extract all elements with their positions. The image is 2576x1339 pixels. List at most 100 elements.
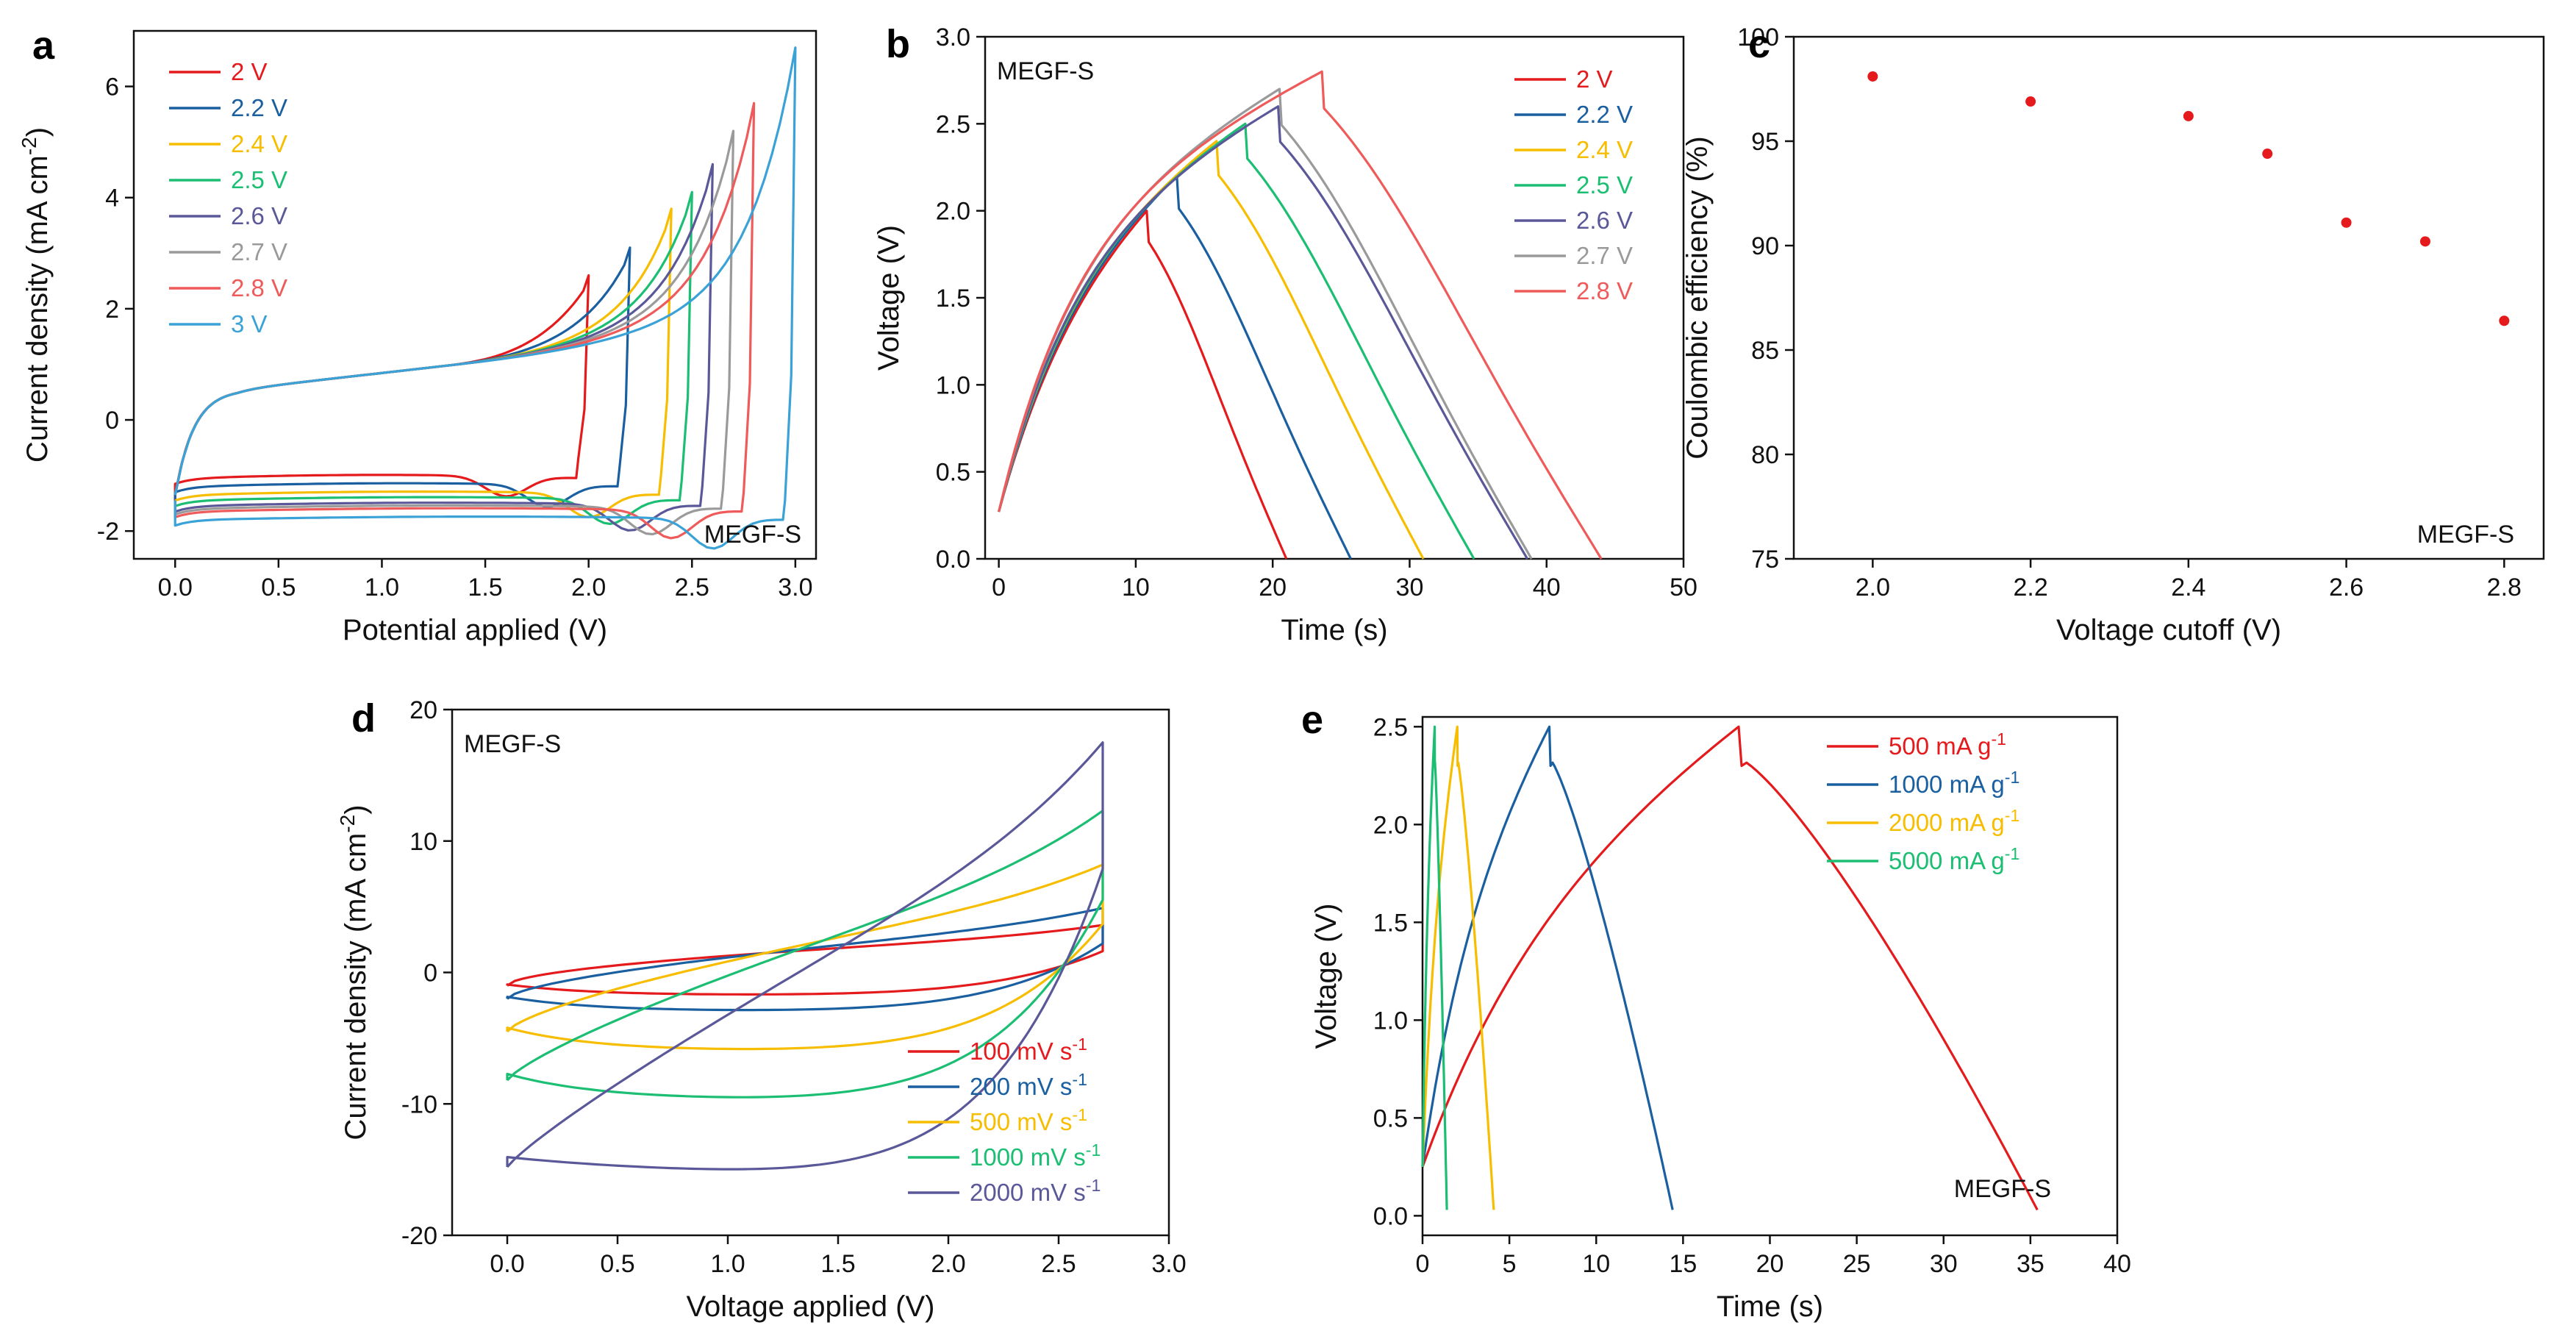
x-tick-label: 40 [1533, 574, 1561, 601]
y-axis-title: Current density (mA cm-2) [336, 804, 373, 1140]
x-axis-title: Potential applied (V) [343, 614, 607, 646]
legend-entry: 2 V [1576, 65, 1613, 93]
legend-entry: 2.2 V [231, 94, 287, 121]
y-tick-label: 2.5 [1373, 713, 1408, 741]
gcd-curve [998, 210, 1288, 560]
panel-d: 0.0 0.5 1.0 1.5 2.0 2.5 3.0 -20 -10 0 10 20 Voltage … [336, 696, 1187, 1323]
data-point [2419, 236, 2430, 247]
legend-entry: 100 mV s-1 [970, 1035, 1087, 1065]
panel-letter: a [32, 24, 55, 68]
y-tick-label: 100 [1737, 24, 1779, 51]
x-tick-label: 0.5 [600, 1250, 634, 1278]
x-tick-label: 2.0 [571, 574, 606, 601]
y-tick-label: -10 [401, 1090, 437, 1118]
gcd-curve [1421, 725, 1495, 1210]
x-tick-label: 20 [1756, 1250, 1784, 1278]
x-tick-label: 2.6 [2329, 574, 2364, 601]
data-point [2262, 149, 2273, 160]
panel-letter: b [886, 22, 910, 66]
legend-entry: 2.4 V [231, 130, 287, 157]
x-axis-title: Voltage cutoff (V) [2056, 614, 2281, 646]
data-point [2183, 110, 2194, 121]
legend-entry: 1000 mA g-1 [1889, 768, 2019, 798]
gcd-curve [998, 88, 1533, 560]
y-tick-label: 2.0 [936, 198, 970, 226]
panel-b: 0 10 20 30 40 50 0.0 0.5 1.0 1.5 2.0 2.5 3.0 Time (s)… [873, 22, 1697, 646]
x-tick-label: 2.5 [1041, 1250, 1076, 1278]
y-tick-label: 0.5 [936, 459, 970, 487]
legend-entry: 2.6 V [1576, 207, 1633, 234]
y-tick-label: 2.5 [936, 110, 970, 138]
x-tick-label: 2.2 [2013, 574, 2047, 601]
y-tick-label: 1.5 [936, 285, 970, 313]
x-tick-label: 30 [1396, 574, 1424, 601]
legend-entry: 2.5 V [231, 166, 287, 193]
x-tick-label: 40 [2103, 1250, 2131, 1278]
legend-entry: 200 mV s-1 [970, 1070, 1087, 1100]
x-tick-label: 10 [1582, 1250, 1610, 1278]
x-axis-title: Time (s) [1281, 614, 1387, 646]
plot-frame [132, 29, 817, 560]
legend-entry: 2.7 V [1576, 242, 1633, 269]
x-tick-label: 1.5 [820, 1250, 855, 1278]
cv-curve [506, 741, 1104, 1171]
x-tick-label: 30 [1930, 1250, 1958, 1278]
y-tick-label: 0.0 [1373, 1202, 1408, 1230]
x-tick-label: 0.0 [490, 1250, 524, 1278]
y-tick-label: 1.0 [936, 371, 970, 399]
x-tick-label: 2.8 [2487, 574, 2522, 601]
cv-curve [506, 907, 1104, 1012]
legend-entry: 3 V [231, 310, 268, 338]
y-axis-title: Current density (mA cm-2) [18, 127, 54, 463]
legend-entry: 5000 mA g-1 [1889, 844, 2019, 874]
gcd-curve [998, 105, 1528, 560]
x-axis-title: Time (s) [1717, 1290, 1823, 1323]
annotation: MEGF-S [704, 521, 801, 549]
y-tick-label: -20 [401, 1222, 437, 1250]
data-point [2499, 315, 2510, 326]
legend-entry: 2.8 V [231, 274, 287, 301]
data-point [2025, 96, 2036, 107]
panel-letter: d [351, 696, 376, 740]
legend-entry: 2.6 V [231, 202, 287, 229]
x-tick-label: 10 [1122, 574, 1150, 601]
panel-a: 0.0 0.5 1.0 1.5 2.0 2.5 3.0 -2 0 2 4 6 Potential app… [18, 24, 817, 646]
x-tick-label: 2.4 [2171, 574, 2205, 601]
x-tick-label: 2.0 [931, 1250, 965, 1278]
cv-curve [506, 810, 1104, 1099]
y-tick-label: 90 [1751, 232, 1779, 260]
panel-letter: e [1301, 698, 1323, 742]
panel-letter: c [1748, 22, 1770, 66]
x-tick-label: 1.0 [365, 574, 399, 601]
annotation: MEGF-S [464, 730, 561, 758]
y-axis-title: Voltage (V) [1310, 904, 1342, 1049]
y-tick-label: 75 [1751, 546, 1779, 574]
cv-curve [506, 924, 1104, 996]
y-tick-label: 95 [1751, 128, 1779, 156]
legend-entry: 2.4 V [1576, 136, 1633, 163]
y-axis-title: Coulombic efficiency (%) [1681, 136, 1714, 459]
y-axis-title: Voltage (V) [873, 225, 905, 371]
x-tick-label: 3.0 [778, 574, 812, 601]
y-tick-label: 80 [1751, 441, 1779, 469]
panel-c: 2.0 2.2 2.4 2.6 2.8 75 80 85 90 95 100 Voltage cuto… [1681, 22, 2545, 646]
x-tick-label: 0 [992, 574, 1006, 601]
y-tick-label: 6 [105, 74, 119, 101]
annotation: MEGF-S [1954, 1175, 2051, 1203]
x-tick-label: 1.0 [710, 1250, 745, 1278]
cv-curve [173, 274, 590, 501]
gcd-curve [1421, 725, 1674, 1210]
y-tick-label: 20 [409, 696, 437, 724]
annotation: MEGF-S [997, 57, 1094, 85]
x-tick-label: 25 [1843, 1250, 1871, 1278]
legend-entry: 1000 mV s-1 [970, 1140, 1101, 1171]
panel-e: 0 5 10 15 20 25 30 35 40 0.0 0.5 1.0 1.5 2.0 2.5 Time (… [1301, 698, 2131, 1323]
legend-entry: 2 V [231, 58, 268, 85]
annotation: MEGF-S [2417, 521, 2514, 549]
legend-entry: 500 mV s-1 [970, 1105, 1087, 1135]
legend-entry: 2.5 V [1576, 171, 1633, 199]
data-point [1867, 71, 1878, 82]
plot-frame [1792, 35, 2545, 560]
x-tick-label: 2.0 [1856, 574, 1890, 601]
